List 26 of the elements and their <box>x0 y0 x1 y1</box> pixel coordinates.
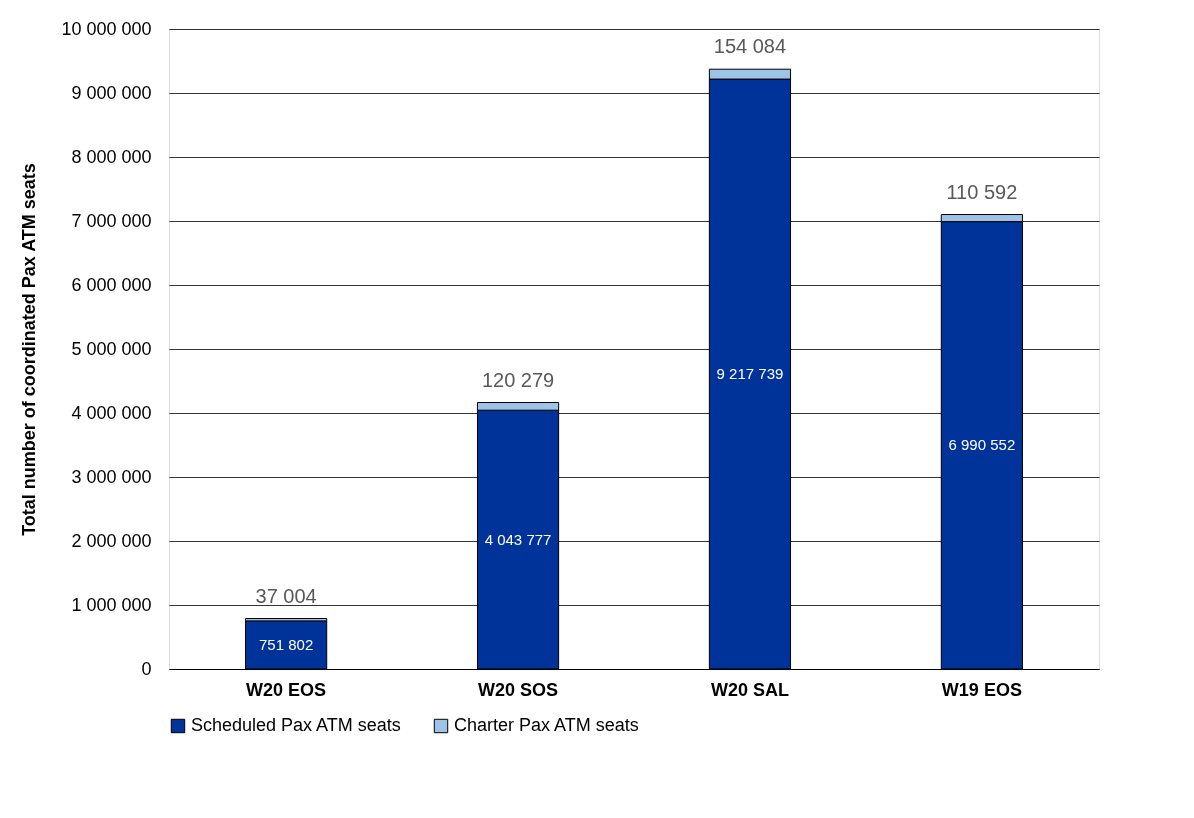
y-axis-title: Total number of coordinated Pax ATM seats <box>19 163 40 536</box>
x-tick-label: W20 EOS <box>246 679 327 700</box>
y-tick-label: 3 000 000 <box>71 466 152 487</box>
legend-label: Scheduled Pax ATM seats <box>191 715 401 735</box>
data-label: 751 802 <box>259 635 314 653</box>
y-tick-label: 8 000 000 <box>71 146 152 167</box>
data-label: 110 592 <box>946 180 1018 203</box>
data-label: 37 004 <box>255 584 317 607</box>
y-tick-label: 7 000 000 <box>71 210 152 231</box>
y-tick-label: 0 <box>141 658 152 679</box>
data-label: 4 043 777 <box>484 530 552 548</box>
x-tick-label: W19 EOS <box>941 679 1022 700</box>
x-tick-label: W20 SOS <box>478 679 559 700</box>
data-label: 120 279 <box>481 368 555 391</box>
y-tick-label: 1 000 000 <box>71 594 152 615</box>
y-tick-label: 9 000 000 <box>71 82 152 103</box>
y-tick-label: 10 000 000 <box>61 18 152 39</box>
x-tick-label: W20 SAL <box>710 679 789 700</box>
legend-label: Charter Pax ATM seats <box>454 715 639 735</box>
y-tick-label: 6 000 000 <box>71 274 152 295</box>
data-label: 6 990 552 <box>948 436 1016 454</box>
data-label: 154 084 <box>713 35 787 58</box>
y-tick-label: 5 000 000 <box>71 338 152 359</box>
y-tick-label: 2 000 000 <box>71 530 152 551</box>
data-label: 9 217 739 <box>716 365 784 383</box>
y-tick-label: 4 000 000 <box>71 402 152 423</box>
